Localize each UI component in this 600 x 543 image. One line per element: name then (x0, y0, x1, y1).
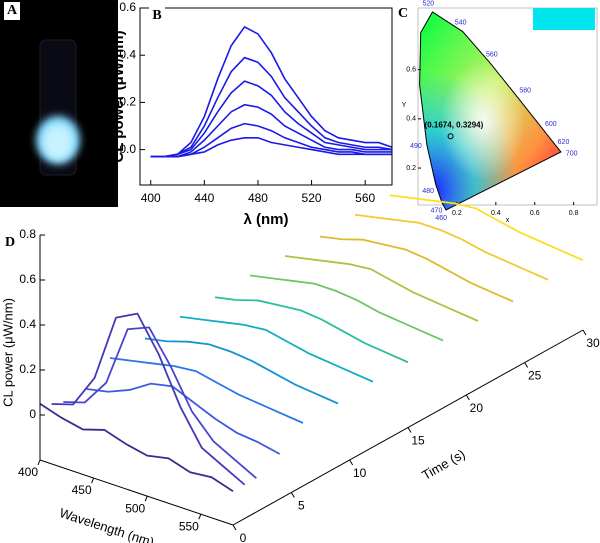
y-tick-label: 0.2 (119, 95, 136, 109)
y-tick-label: 30 (586, 336, 600, 350)
x-tick-label: 440 (194, 191, 214, 205)
point-label: (0.1674, 0.3294) (425, 120, 484, 129)
y-tick (524, 362, 529, 368)
wavelength-label: 470 (431, 208, 443, 215)
y-tick-label: 0 (240, 531, 247, 543)
wavelength-label: 540 (455, 20, 467, 27)
y-tick-label: 0.6 (406, 66, 416, 73)
y-tick-label: 0.6 (119, 0, 136, 14)
panel-label-box (395, 5, 411, 23)
y-axis-label: Y (402, 102, 407, 109)
x-tick (144, 495, 148, 502)
wavelength-label: 580 (519, 88, 531, 95)
vial-glow-core (43, 124, 73, 160)
plot-frame (139, 7, 393, 186)
x-tick-label: 560 (355, 191, 375, 205)
y-tick-label: 25 (528, 369, 542, 383)
wavelength-label: 490 (410, 143, 422, 150)
panel-label: A (7, 3, 18, 18)
x-tick-label: 550 (179, 519, 199, 533)
panel-label-box (149, 7, 165, 25)
x-tick-label: 400 (141, 191, 161, 205)
spectrum-trace (389, 194, 584, 262)
y-axis-label: CL power (μW/nm) (110, 30, 127, 162)
wavelength-label: 600 (545, 121, 557, 128)
y-tick (290, 492, 295, 498)
x-tick (37, 459, 41, 466)
spectrum-trace (51, 312, 246, 486)
panel-label: D (5, 235, 15, 250)
z-tick-label: 0.8 (19, 227, 36, 241)
x-tick-label: 0.4 (491, 210, 501, 217)
spectrum-trace (63, 326, 257, 479)
panel-label: B (152, 8, 161, 23)
chromaticity-point (447, 133, 454, 140)
spectral-locus (419, 11, 562, 211)
y-tick (582, 329, 587, 336)
spectrum-trace (319, 235, 514, 303)
spectrum-trace (214, 296, 409, 364)
spectrum-trace (39, 402, 234, 493)
x-axis-label: λ (nm) (244, 211, 289, 228)
z-tick-label: 0.6 (19, 272, 36, 286)
y-tick-label: 15 (411, 434, 425, 448)
wavelength-label: 460 (435, 215, 447, 222)
y-tick (349, 459, 354, 466)
x-tick-label: 520 (302, 191, 322, 205)
x-tick-label: 0.6 (530, 210, 540, 217)
x-tick-label: 500 (125, 501, 145, 515)
y-axis-label: Time (s) (419, 446, 467, 483)
photo-panel (0, 0, 118, 207)
spectrum-trace (249, 274, 444, 342)
z-tick-label: 0.2 (19, 362, 36, 376)
x-tick-label: 480 (248, 191, 268, 205)
z-axis-label: CL power (μW/nm) (0, 298, 15, 407)
x-tick (198, 513, 202, 520)
spectrum-trace (109, 357, 304, 424)
spectrum-trace (354, 213, 549, 281)
spectrum-line (150, 80, 392, 158)
y-tick-label: 0.4 (119, 47, 136, 61)
panel-label: C (398, 6, 408, 21)
y-tick-label: 5 (298, 499, 305, 513)
y-tick (232, 524, 237, 531)
wavelength-label: 620 (558, 139, 570, 146)
y-tick-label: 20 (470, 401, 484, 415)
spectrum-line (150, 56, 393, 158)
x-tick-label: 450 (72, 483, 92, 497)
spectrum-trace (144, 337, 339, 405)
y-tick-label: 0.2 (406, 165, 416, 172)
wavelength-label: 700 (566, 151, 578, 158)
x-axis-label: x (506, 217, 510, 224)
y-tick (465, 394, 470, 401)
z-tick-label: 0 (29, 407, 36, 421)
x-tick-label: 0.8 (569, 210, 579, 217)
spectrum-trace (179, 315, 374, 383)
spectrum-trace (284, 255, 479, 322)
y-tick-label: 10 (353, 466, 367, 480)
spectrum-line (150, 103, 392, 158)
y-tick-label: 0.0 (119, 142, 136, 156)
spectrum-line (150, 137, 392, 158)
gamut-fill-white (419, 11, 561, 210)
z-tick-label: 0.4 (19, 317, 36, 331)
wavelength-label: 520 (423, 0, 435, 7)
spectrum-line (150, 25, 393, 158)
x-tick-label: 400 (18, 465, 38, 479)
wavelength-label: 480 (422, 188, 434, 195)
x-tick-label: 0.2 (452, 210, 462, 217)
y-tick-label: 0.4 (406, 116, 416, 123)
y-tick (407, 427, 412, 433)
wavelength-label: 560 (486, 51, 498, 58)
panel-label-box (4, 2, 20, 20)
color-swatch (533, 8, 595, 30)
x-tick (91, 477, 95, 484)
